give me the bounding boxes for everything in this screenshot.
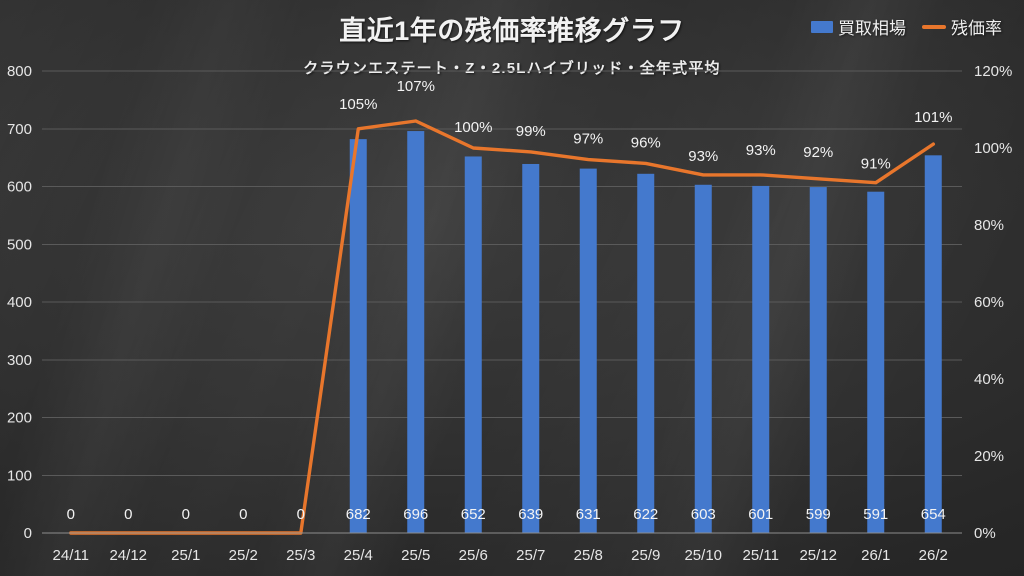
chart-title: 直近1年の残価率推移グラフ — [339, 16, 685, 46]
bar-value-label: 0 — [124, 506, 132, 523]
category-label: 25/1 — [171, 547, 200, 564]
bar[interactable] — [867, 191, 885, 533]
category-label: 24/11 — [53, 547, 89, 564]
right-axis-tick-label: 100% — [974, 140, 1012, 157]
line-series — [69, 119, 935, 535]
left-axis-tick-label: 300 — [7, 352, 32, 369]
bar-value-label: 654 — [921, 506, 946, 523]
left-axis-tick-label: 700 — [7, 121, 32, 138]
category-label: 25/11 — [743, 547, 779, 564]
category-label: 25/10 — [684, 547, 722, 564]
gridlines — [42, 70, 962, 476]
legend-label-bar-series: 買取相場 — [838, 19, 906, 38]
bar[interactable] — [522, 163, 540, 534]
bar-value-label: 631 — [576, 506, 601, 523]
left-axis-ticks: 0 100 200 300 400 500 600 700 800 — [7, 63, 32, 542]
percent-value-label: 92% — [803, 144, 833, 161]
category-label: 24/12 — [109, 547, 147, 564]
right-axis-tick-label: 40% — [974, 371, 1004, 388]
bar-value-label: 652 — [461, 506, 486, 523]
category-label: 25/2 — [229, 547, 258, 564]
bar[interactable] — [464, 156, 482, 533]
percent-value-label: 93% — [688, 148, 718, 165]
category-label: 25/12 — [799, 547, 837, 564]
category-label: 26/2 — [919, 547, 948, 564]
right-axis-tick-label: 120% — [974, 63, 1012, 80]
bar[interactable] — [637, 173, 655, 534]
percent-value-label: 93% — [746, 142, 776, 159]
bar-value-label: 696 — [403, 506, 428, 523]
left-axis-tick-label: 600 — [7, 179, 32, 196]
bar-value-label: 639 — [518, 506, 543, 523]
right-axis-tick-label: 60% — [974, 294, 1004, 311]
percent-value-label: 91% — [861, 156, 891, 173]
chart-subtitle: クラウンエステート・Z・2.5Lハイブリッド・全年式平均 — [303, 60, 721, 77]
bar[interactable] — [924, 155, 942, 533]
percent-value-label: 105% — [339, 96, 377, 113]
bar[interactable] — [579, 168, 597, 533]
category-label: 25/3 — [286, 547, 315, 564]
right-axis-tick-label: 0% — [974, 525, 996, 542]
category-label: 25/8 — [574, 547, 603, 564]
bar-value-label: 599 — [806, 506, 831, 523]
legend-bar-swatch-icon — [811, 20, 833, 33]
left-axis-tick-label: 100 — [7, 467, 32, 484]
bar-value-label: 603 — [691, 506, 716, 523]
percent-value-label: 100% — [454, 119, 492, 136]
bar-value-label: 601 — [748, 506, 773, 523]
bar-value-label: 591 — [863, 506, 888, 523]
percent-value-label: 107% — [397, 78, 435, 95]
left-axis-tick-label: 500 — [7, 236, 32, 253]
left-axis-tick-label: 400 — [7, 294, 32, 311]
line-path[interactable] — [69, 119, 935, 535]
bar-value-label: 0 — [67, 506, 75, 523]
category-label: 25/4 — [344, 547, 373, 564]
category-label: 25/9 — [631, 547, 660, 564]
bar[interactable] — [752, 185, 770, 534]
legend-label-line-series: 残価率 — [951, 19, 1002, 38]
percent-value-labels: 105% 107% 100% 99% 97% 96% 93% 93% 92% 91% 101% — [339, 78, 952, 173]
bar[interactable] — [694, 184, 712, 533]
legend-item-bar-series[interactable]: 買取相場 — [811, 14, 906, 39]
right-axis-tick-label: 20% — [974, 448, 1004, 465]
bar[interactable] — [407, 131, 425, 533]
bar-value-label: 622 — [633, 506, 658, 523]
percent-value-label: 97% — [573, 131, 603, 148]
legend-line-swatch-icon — [922, 24, 946, 29]
left-axis-tick-label: 800 — [7, 63, 32, 80]
legend-item-line-series[interactable]: 残価率 — [922, 14, 1002, 39]
category-label: 25/7 — [516, 547, 545, 564]
category-label: 25/6 — [459, 547, 488, 564]
category-label: 25/5 — [401, 547, 430, 564]
bar-value-labels: 0 0 0 0 0 682 696 652 639 631 622 603 601 599 591 654 — [67, 506, 946, 523]
percent-value-label: 101% — [914, 109, 952, 126]
left-axis-tick-label: 0 — [24, 525, 32, 542]
bar-series — [349, 131, 942, 534]
right-axis-tick-label: 80% — [974, 217, 1004, 234]
bar[interactable] — [809, 187, 827, 533]
bar[interactable] — [349, 139, 367, 533]
bar-value-label: 682 — [346, 506, 371, 523]
right-axis-ticks: 0% 20% 40% 60% 80% 100% 120% — [974, 63, 1012, 542]
left-axis-tick-label: 200 — [7, 410, 32, 427]
bar-value-label: 0 — [239, 506, 247, 523]
category-labels: 24/11 24/12 25/1 25/2 25/3 25/4 25/5 25/6 25/7 25… — [53, 547, 948, 564]
percent-value-label: 99% — [516, 123, 546, 140]
category-label: 26/1 — [861, 547, 890, 564]
bar-value-label: 0 — [297, 506, 305, 523]
percent-value-label: 96% — [631, 134, 661, 151]
chart-legend: 買取相場 残価率 — [811, 14, 1002, 39]
bar-value-label: 0 — [182, 506, 190, 523]
